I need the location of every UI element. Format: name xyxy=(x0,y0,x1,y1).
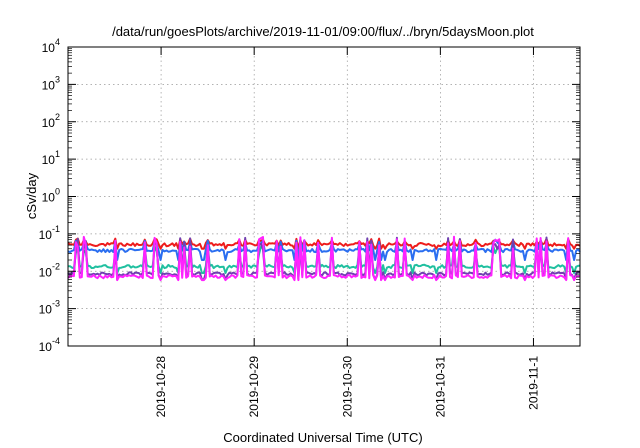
y-tick-label: 104 xyxy=(42,37,60,55)
x-tick-label: 2019-10-30 xyxy=(340,356,354,418)
x-ticks: 2019-10-28 2019-10-29 2019-10-30 2019-10-31… xyxy=(154,47,540,417)
grid-lines xyxy=(68,47,580,346)
y-axis-label: cSv/day xyxy=(24,172,39,219)
chart-title: /data/run/goesPlots/archive/2019-11-01/0… xyxy=(112,24,534,39)
y-tick-label: 10-3 xyxy=(39,299,60,317)
y-tick-label: 10-2 xyxy=(39,261,60,279)
y-tick-label: 10-4 xyxy=(39,336,60,354)
x-tick-label: 2019-10-28 xyxy=(154,356,168,418)
y-tick-label: 102 xyxy=(42,112,60,130)
y-ticks: 10-4 10-3 10-2 10-1 100 101 102 103 104 xyxy=(39,37,580,354)
x-tick-label: 2019-10-29 xyxy=(247,356,261,418)
y-tick-label: 100 xyxy=(42,187,60,205)
x-axis-label: Coordinated Universal Time (UTC) xyxy=(223,430,422,445)
series-group xyxy=(67,235,581,282)
y-tick-label: 101 xyxy=(42,149,60,167)
y-tick-label: 103 xyxy=(42,74,60,92)
x-tick-label: 2019-10-31 xyxy=(433,356,447,418)
y-tick-label: 10-1 xyxy=(39,224,60,242)
x-tick-label: 2019-11-1 xyxy=(526,356,540,410)
series-line xyxy=(67,235,581,282)
